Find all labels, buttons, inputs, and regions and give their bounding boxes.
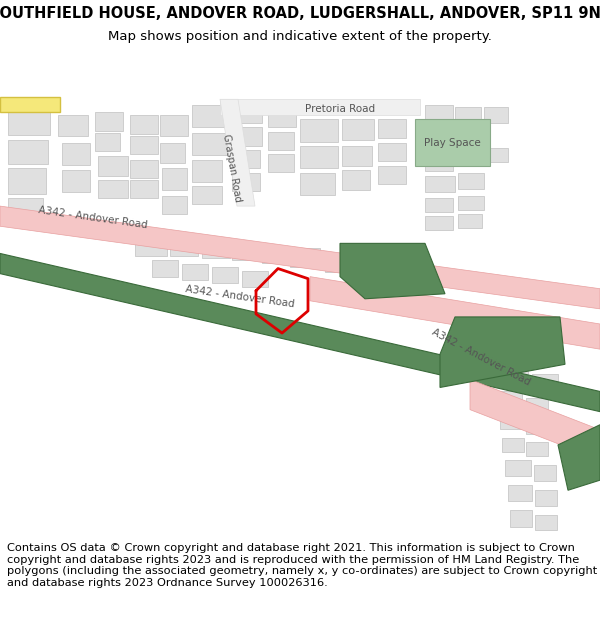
Polygon shape: [340, 243, 445, 299]
Polygon shape: [98, 180, 128, 198]
Polygon shape: [558, 425, 600, 490]
Polygon shape: [310, 277, 600, 349]
Polygon shape: [232, 149, 260, 168]
Polygon shape: [232, 106, 262, 124]
Polygon shape: [342, 119, 374, 139]
Polygon shape: [425, 152, 453, 171]
Polygon shape: [192, 106, 227, 127]
Polygon shape: [300, 146, 338, 168]
Polygon shape: [300, 119, 338, 142]
Polygon shape: [458, 173, 484, 189]
Polygon shape: [220, 99, 420, 116]
Text: A342 - Andover Road: A342 - Andover Road: [185, 284, 295, 309]
Polygon shape: [484, 107, 508, 124]
Polygon shape: [0, 206, 600, 309]
Polygon shape: [290, 248, 320, 266]
Text: Graspan Road: Graspan Road: [221, 133, 243, 202]
Text: Contains OS data © Crown copyright and database right 2021. This information is : Contains OS data © Crown copyright and d…: [7, 543, 598, 588]
Polygon shape: [135, 238, 167, 256]
Polygon shape: [192, 186, 222, 204]
Polygon shape: [455, 107, 481, 126]
Polygon shape: [0, 254, 600, 412]
Polygon shape: [456, 149, 484, 166]
Polygon shape: [508, 485, 532, 501]
Polygon shape: [342, 146, 372, 166]
Polygon shape: [300, 173, 335, 195]
Text: A342 - Andover Road: A342 - Andover Road: [430, 327, 532, 388]
Polygon shape: [378, 142, 406, 161]
Polygon shape: [242, 271, 268, 287]
Polygon shape: [268, 109, 296, 128]
Polygon shape: [342, 170, 370, 190]
Polygon shape: [130, 160, 158, 178]
Polygon shape: [458, 214, 482, 228]
Polygon shape: [160, 142, 185, 162]
Polygon shape: [526, 420, 548, 434]
Polygon shape: [192, 160, 222, 182]
Polygon shape: [8, 198, 43, 216]
Polygon shape: [532, 374, 558, 392]
Polygon shape: [268, 131, 294, 149]
Polygon shape: [162, 168, 187, 190]
Polygon shape: [502, 438, 524, 452]
Polygon shape: [358, 259, 386, 277]
Polygon shape: [62, 170, 90, 192]
Polygon shape: [535, 516, 557, 529]
Polygon shape: [62, 142, 90, 165]
Polygon shape: [152, 261, 178, 277]
Polygon shape: [162, 196, 187, 214]
Polygon shape: [505, 460, 531, 476]
Polygon shape: [182, 264, 208, 279]
Polygon shape: [425, 129, 455, 148]
Polygon shape: [232, 244, 260, 261]
Polygon shape: [268, 154, 294, 172]
Polygon shape: [212, 266, 238, 282]
Polygon shape: [232, 127, 262, 146]
Polygon shape: [8, 112, 50, 134]
Polygon shape: [8, 168, 46, 194]
Polygon shape: [160, 116, 188, 136]
Polygon shape: [458, 196, 484, 210]
Text: A342 - Andover Road: A342 - Andover Road: [38, 206, 148, 231]
Text: Pretoria Road: Pretoria Road: [305, 104, 375, 114]
Polygon shape: [535, 490, 557, 506]
Polygon shape: [232, 173, 260, 191]
Polygon shape: [262, 246, 288, 262]
Polygon shape: [425, 176, 455, 192]
Polygon shape: [8, 139, 48, 164]
Polygon shape: [192, 132, 227, 155]
Polygon shape: [325, 254, 355, 272]
Polygon shape: [130, 116, 158, 134]
Polygon shape: [440, 317, 565, 388]
Polygon shape: [130, 180, 158, 198]
Polygon shape: [415, 119, 490, 166]
Polygon shape: [130, 136, 158, 154]
Polygon shape: [526, 442, 548, 456]
Polygon shape: [0, 98, 60, 112]
Polygon shape: [500, 391, 522, 408]
Polygon shape: [378, 166, 406, 184]
Polygon shape: [534, 465, 556, 481]
Polygon shape: [170, 241, 198, 256]
Polygon shape: [202, 242, 230, 259]
Polygon shape: [486, 148, 508, 162]
Polygon shape: [425, 216, 453, 230]
Polygon shape: [425, 198, 453, 212]
Polygon shape: [510, 511, 532, 526]
Polygon shape: [425, 106, 453, 124]
Polygon shape: [500, 368, 528, 386]
Polygon shape: [95, 132, 120, 151]
Text: Play Space: Play Space: [424, 138, 481, 148]
Polygon shape: [500, 414, 522, 429]
Polygon shape: [220, 99, 255, 206]
Polygon shape: [378, 119, 406, 138]
Text: Map shows position and indicative extent of the property.: Map shows position and indicative extent…: [108, 30, 492, 43]
Polygon shape: [98, 156, 128, 176]
Polygon shape: [58, 116, 88, 136]
Text: SOUTHFIELD HOUSE, ANDOVER ROAD, LUDGERSHALL, ANDOVER, SP11 9NE: SOUTHFIELD HOUSE, ANDOVER ROAD, LUDGERSH…: [0, 6, 600, 21]
Polygon shape: [95, 112, 123, 131]
Polygon shape: [458, 129, 486, 148]
Polygon shape: [526, 398, 548, 414]
Polygon shape: [470, 379, 600, 460]
